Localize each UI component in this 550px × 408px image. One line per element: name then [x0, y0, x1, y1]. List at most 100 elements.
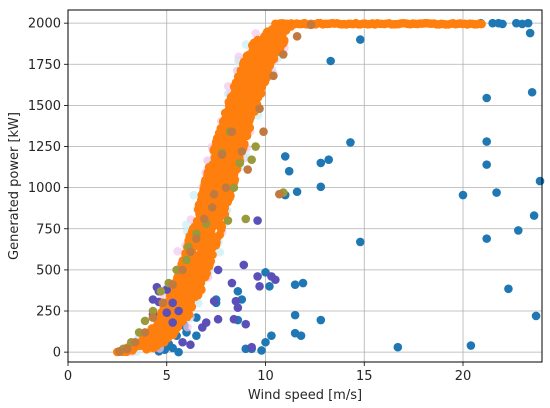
- data-point-mixed: [229, 183, 239, 192]
- data-point-mixed: [172, 265, 181, 275]
- data-point-mixed: [209, 296, 219, 306]
- data-point-blue: [326, 56, 335, 66]
- data-point-blue: [482, 137, 492, 146]
- data-point-blue: [261, 337, 270, 347]
- data-point-orange: [239, 95, 248, 104]
- data-point-orange: [229, 119, 239, 128]
- data-point-orange: [181, 281, 191, 290]
- plot-background: [68, 10, 542, 362]
- data-point-blue: [482, 93, 492, 103]
- data-point-mixed: [269, 71, 278, 81]
- data-point-blue: [527, 87, 537, 97]
- data-point-mixed: [186, 340, 195, 350]
- data-point-orange: [477, 19, 486, 29]
- data-point-blue: [292, 187, 302, 197]
- data-point-blue: [192, 331, 201, 340]
- data-point-mixed: [178, 337, 187, 347]
- data-point-mixed: [192, 234, 201, 243]
- data-point-blue: [346, 138, 355, 147]
- data-point-mixed: [251, 142, 260, 151]
- data-point-blue: [356, 237, 365, 247]
- data-point-blue: [393, 342, 403, 352]
- y-tick-label: 500: [36, 263, 61, 278]
- data-point-mixed: [156, 286, 166, 296]
- y-tick-label: 2000: [28, 17, 61, 32]
- data-point-orange: [182, 288, 191, 297]
- data-point-blue: [494, 18, 503, 28]
- data-point-blue: [535, 176, 545, 186]
- x-tick-label: 5: [163, 369, 171, 384]
- data-point-blue: [458, 190, 468, 200]
- data-point-halo: [215, 247, 225, 257]
- data-point-orange: [229, 82, 239, 91]
- data-point-orange: [243, 63, 253, 73]
- data-point-orange: [232, 137, 242, 147]
- data-point-mixed: [306, 20, 316, 30]
- data-point-orange: [247, 89, 257, 99]
- data-point-mixed: [207, 203, 217, 212]
- data-point-mixed: [186, 247, 195, 257]
- data-point-orange: [202, 175, 212, 184]
- data-point-orange: [185, 297, 194, 307]
- data-point-blue: [525, 28, 535, 38]
- data-point-orange: [184, 305, 193, 315]
- data-point-mixed: [140, 316, 150, 326]
- y-tick-label: 1250: [28, 140, 61, 155]
- data-point-orange: [225, 172, 235, 182]
- data-point-mixed: [130, 337, 140, 347]
- y-tick-label: 1750: [28, 58, 61, 73]
- data-point-orange: [202, 253, 212, 262]
- data-point-mixed: [162, 308, 172, 317]
- plot-frame: [67, 9, 543, 363]
- data-point-blue: [233, 286, 243, 296]
- y-axis-label: Generated power [kW]: [7, 112, 22, 260]
- data-point-mixed: [233, 303, 243, 313]
- data-point-blue: [514, 226, 523, 235]
- data-point-mixed: [182, 255, 191, 265]
- data-point-orange: [212, 134, 222, 143]
- data-point-orange: [205, 166, 214, 176]
- data-point-blue: [316, 182, 326, 192]
- data-point-orange: [147, 324, 157, 333]
- data-point-mixed: [253, 216, 262, 225]
- data-point-orange: [209, 219, 218, 229]
- data-point-blue: [523, 18, 533, 28]
- data-point-blue: [482, 160, 492, 169]
- x-axis-label: Wind speed [m/s]: [248, 388, 362, 403]
- data-point-blue: [531, 311, 541, 321]
- data-point-blue: [284, 166, 294, 176]
- data-point-mixed: [235, 158, 245, 168]
- data-point-mixed: [134, 328, 144, 337]
- data-point-mixed: [217, 150, 227, 160]
- data-point-mixed: [140, 328, 150, 337]
- data-point-orange: [229, 100, 238, 109]
- data-point-mixed: [255, 282, 264, 291]
- x-axis-ticks: 0 5 10 15 20: [64, 362, 471, 384]
- data-point-mixed: [227, 278, 237, 288]
- data-point-mixed: [174, 306, 183, 316]
- data-point-orange: [273, 34, 283, 44]
- data-point-blue: [290, 310, 300, 320]
- data-point-blue: [504, 284, 513, 294]
- data-point-mixed: [231, 296, 241, 306]
- data-point-orange: [175, 276, 185, 286]
- data-point-mixed: [247, 155, 256, 164]
- data-point-orange: [230, 91, 240, 100]
- data-point-blue: [174, 347, 183, 357]
- data-point-mixed: [148, 313, 158, 322]
- data-point-orange: [219, 117, 228, 126]
- data-point-blue: [488, 18, 497, 28]
- data-point-blue: [298, 278, 308, 288]
- data-point-mixed: [247, 342, 256, 352]
- data-point-orange: [217, 222, 227, 232]
- data-point-orange: [250, 38, 260, 48]
- data-point-mixed: [241, 214, 251, 224]
- data-point-orange: [279, 36, 289, 46]
- data-point-blue: [267, 331, 276, 340]
- data-point-orange: [204, 233, 214, 242]
- data-point-blue: [257, 346, 266, 355]
- data-points: [112, 18, 545, 357]
- data-point-blue: [316, 315, 326, 325]
